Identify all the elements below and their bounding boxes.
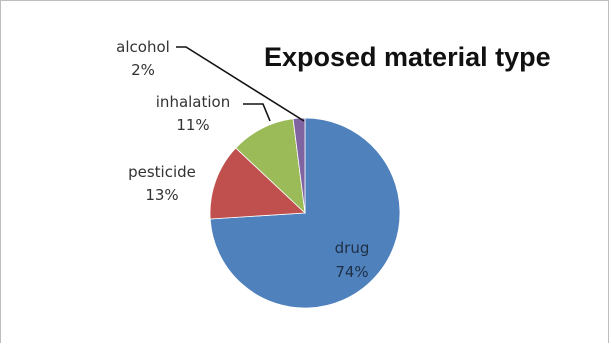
slice-name-alcohol: alcohol — [116, 38, 170, 56]
slice-percent-alcohol: 2% — [131, 61, 155, 79]
slice-name-pesticide: pesticide — [128, 163, 196, 181]
slice-percent-drug: 74% — [335, 263, 368, 281]
chart-title: Exposed material type — [264, 42, 551, 72]
pie-slice-inhalation — [235, 118, 306, 215]
slice-name-drug: drug — [335, 239, 370, 257]
leader-line-alcohol — [176, 46, 305, 122]
slice-percent-pesticide: 13% — [145, 186, 178, 204]
leader-line-inhalation — [243, 103, 271, 122]
pie-slice-pesticide — [209, 147, 306, 220]
slice-name-inhalation: inhalation — [156, 93, 230, 111]
slice-percent-inhalation: 11% — [176, 116, 209, 134]
